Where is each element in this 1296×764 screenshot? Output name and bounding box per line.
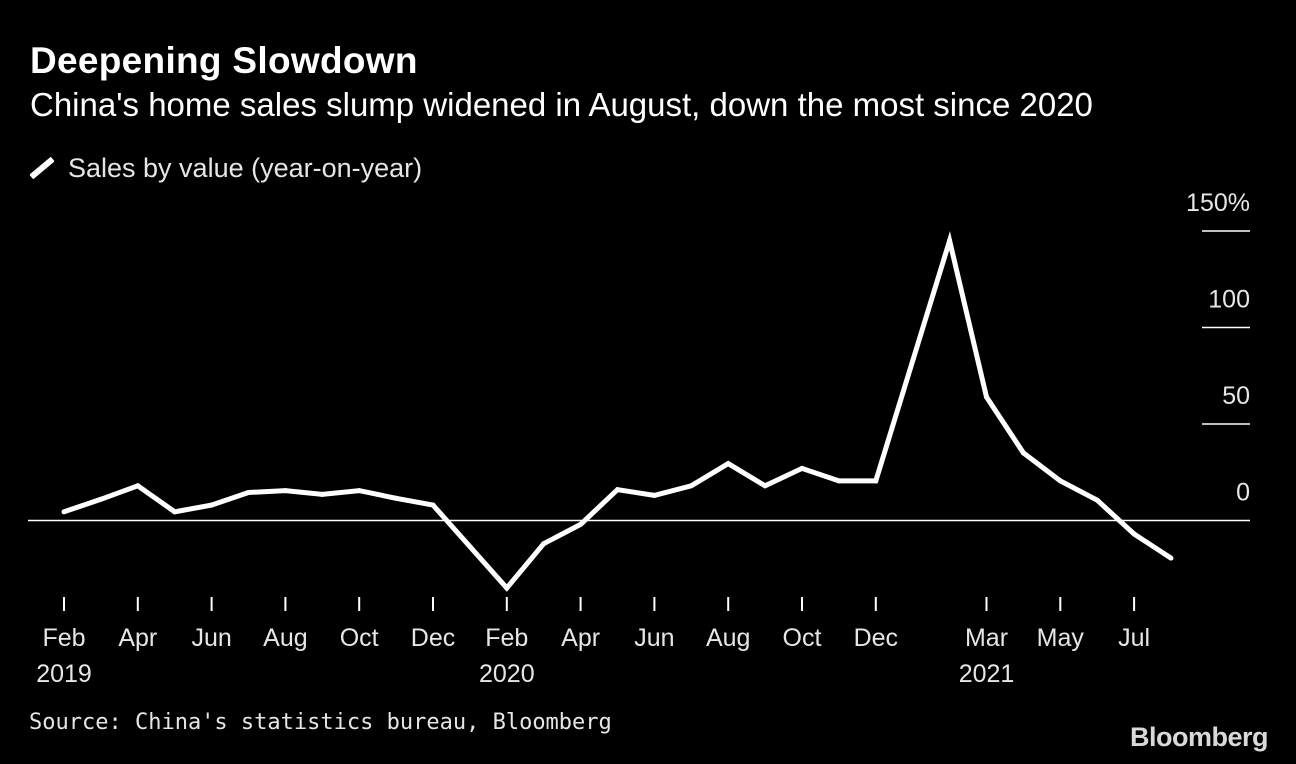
data-point: [98, 496, 104, 502]
x-tick-label: Jun: [634, 624, 674, 652]
data-point: [172, 509, 178, 515]
x-year-label: 2021: [959, 660, 1015, 688]
data-point: [578, 521, 584, 527]
data-point: [430, 502, 436, 508]
series-line: [63, 231, 1173, 592]
y-tick-label: 50: [1222, 382, 1250, 410]
y-tick-label: 0: [1236, 479, 1250, 507]
data-point: [282, 488, 288, 494]
x-tick-label: Aug: [706, 624, 750, 652]
x-tick-label: Aug: [263, 624, 307, 652]
y-tick-label: 100: [1208, 286, 1250, 314]
data-point: [651, 492, 657, 498]
data-point: [356, 488, 362, 494]
x-tick-label: Oct: [340, 624, 379, 652]
data-point: [1168, 555, 1174, 561]
data-point: [209, 502, 215, 508]
x-tick-label: Apr: [118, 624, 157, 652]
x-year-label: 2019: [36, 660, 92, 688]
data-point: [1094, 497, 1100, 503]
data-point: [873, 478, 879, 484]
x-tick-label: Feb: [42, 624, 85, 652]
data-point: [947, 238, 953, 244]
data-point: [984, 394, 989, 400]
data-point: [799, 465, 805, 471]
x-tick-label: Dec: [854, 624, 898, 652]
chart-subtitle: China's home sales slump widened in Augu…: [30, 86, 1093, 123]
x-tick-label: Feb: [485, 624, 528, 652]
x-tick-label: Mar: [965, 624, 1008, 652]
x-year-label: 2020: [479, 660, 535, 688]
data-point: [319, 491, 325, 497]
chart-title: Deepening Slowdown: [30, 40, 418, 81]
x-tick-label: May: [1037, 624, 1085, 652]
x-tick-label: Jun: [191, 624, 231, 652]
data-point: [1057, 478, 1063, 484]
data-point: [61, 509, 67, 515]
source-note: Source: China's statistics bureau, Bloom…: [29, 710, 612, 735]
data-point: [246, 490, 251, 496]
data-point: [135, 483, 141, 489]
legend: Sales by value (year-on-year): [29, 152, 423, 184]
data-point: [836, 478, 842, 484]
x-tick-label: Apr: [561, 624, 600, 652]
data-point: [541, 541, 547, 547]
legend-label: Sales by value (year-on-year): [68, 152, 423, 183]
x-tick-label: Dec: [411, 624, 455, 652]
data-point: [762, 483, 768, 489]
data-point: [1020, 450, 1026, 456]
data-point: [393, 495, 399, 501]
data-point: [504, 585, 510, 591]
x-tick-label: Oct: [783, 624, 822, 652]
x-tick-label: Jul: [1118, 624, 1150, 652]
data-point: [1131, 531, 1137, 537]
data-point: [615, 487, 620, 493]
y-tick-label: 150%: [1186, 189, 1250, 217]
bloomberg-logo: Bloomberg: [1129, 722, 1269, 752]
data-point: [725, 461, 731, 467]
data-point: [688, 483, 694, 489]
